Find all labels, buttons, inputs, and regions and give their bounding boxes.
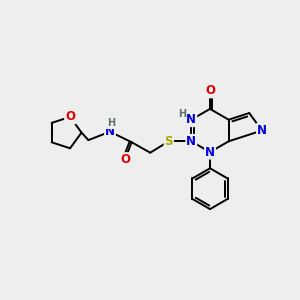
- Text: N: N: [186, 135, 196, 148]
- Text: N: N: [186, 113, 196, 126]
- Text: O: O: [65, 110, 75, 123]
- Text: S: S: [164, 135, 173, 148]
- Text: O: O: [205, 84, 215, 98]
- Text: N: N: [105, 125, 115, 138]
- Text: H: H: [178, 109, 186, 119]
- Text: O: O: [120, 153, 130, 166]
- Text: N: N: [257, 124, 267, 137]
- Text: N: N: [205, 146, 215, 159]
- Text: H: H: [107, 118, 115, 128]
